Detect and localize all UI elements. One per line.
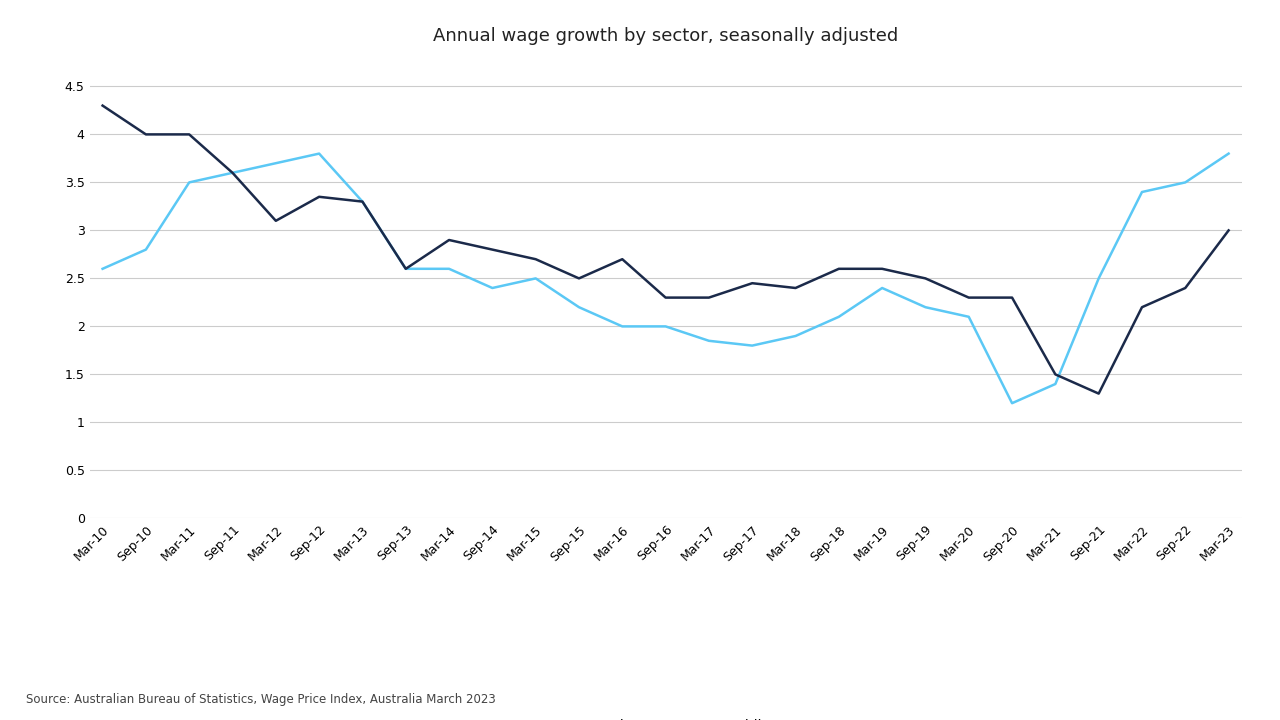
Public <box>1048 370 1064 379</box>
Private <box>398 264 413 273</box>
Private <box>225 168 241 177</box>
Legend: Private, Public: Private, Public <box>561 719 771 720</box>
Private <box>745 341 760 350</box>
Public <box>745 279 760 287</box>
Private <box>355 197 370 206</box>
Line: Private: Private <box>102 153 1229 403</box>
Public <box>485 246 500 254</box>
Public <box>1091 390 1106 398</box>
Public <box>961 293 977 302</box>
Private <box>1005 399 1020 408</box>
Private <box>874 284 890 292</box>
Public <box>311 192 326 201</box>
Private <box>788 332 804 341</box>
Public <box>398 264 413 273</box>
Public <box>918 274 933 283</box>
Public <box>1134 303 1149 312</box>
Private <box>268 159 283 168</box>
Public <box>182 130 197 139</box>
Private <box>95 264 110 273</box>
Public <box>701 293 717 302</box>
Private <box>1134 188 1149 197</box>
Private <box>658 322 673 330</box>
Private <box>442 264 457 273</box>
Private <box>1091 274 1106 283</box>
Public <box>527 255 543 264</box>
Private <box>918 303 933 312</box>
Private <box>1178 178 1193 186</box>
Public <box>355 197 370 206</box>
Private <box>138 246 154 254</box>
Public <box>95 102 110 110</box>
Public <box>571 274 586 283</box>
Private <box>571 303 586 312</box>
Public <box>831 264 846 273</box>
Title: Annual wage growth by sector, seasonally adjusted: Annual wage growth by sector, seasonally… <box>433 27 899 45</box>
Private <box>182 178 197 186</box>
Public <box>268 217 283 225</box>
Private <box>1048 379 1064 388</box>
Public <box>1178 284 1193 292</box>
Private <box>831 312 846 321</box>
Private <box>311 149 326 158</box>
Private <box>485 284 500 292</box>
Private <box>701 336 717 345</box>
Public <box>614 255 630 264</box>
Public <box>658 293 673 302</box>
Public <box>788 284 804 292</box>
Private <box>961 312 977 321</box>
Public <box>1005 293 1020 302</box>
Private <box>1221 149 1236 158</box>
Public <box>442 235 457 244</box>
Public <box>1221 226 1236 235</box>
Private <box>614 322 630 330</box>
Public <box>874 264 890 273</box>
Private <box>527 274 543 283</box>
Line: Public: Public <box>102 106 1229 394</box>
Public <box>225 168 241 177</box>
Text: Source: Australian Bureau of Statistics, Wage Price Index, Australia March 2023: Source: Australian Bureau of Statistics,… <box>26 693 495 706</box>
Public <box>138 130 154 139</box>
